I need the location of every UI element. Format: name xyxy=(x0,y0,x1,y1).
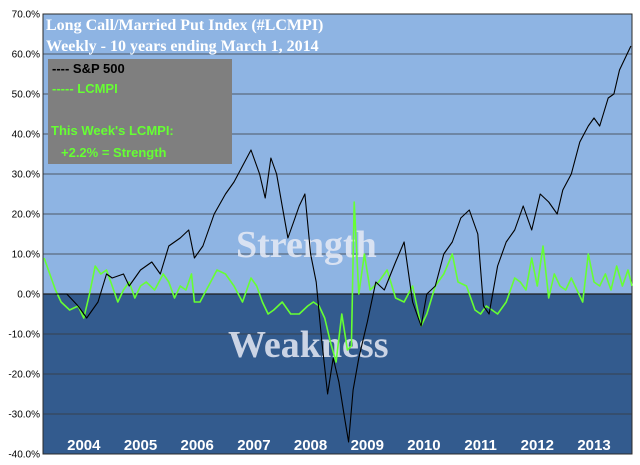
plot-border xyxy=(42,13,633,455)
series-layer xyxy=(43,45,633,443)
y-tick-label: 60.0% xyxy=(12,50,40,61)
legend-entry-sp500: ---- S&P 500 xyxy=(52,61,125,76)
x-tick-label: 2008 xyxy=(294,437,327,454)
y-tick-label: 40.0% xyxy=(12,130,40,141)
series-line-sp500 xyxy=(55,45,632,443)
x-tick-label: 2009 xyxy=(351,437,384,454)
x-tick-label: 2007 xyxy=(237,437,270,454)
chart-title: Long Call/Married Put Index (#LCMPI) xyxy=(46,17,323,34)
legend-note-line1: This Week's LCMPI: xyxy=(51,123,174,138)
legend: ---- S&P 500 ----- LCMPI This Week's LCM… xyxy=(48,59,232,164)
y-tick-label: -20.0% xyxy=(8,370,40,381)
y-tick-label: -10.0% xyxy=(8,330,40,341)
x-axis: 2004 2005 2006 2007 2008 2009 2010 2011 2012 2013 xyxy=(67,437,611,454)
y-tick-label: 70.0% xyxy=(12,10,40,21)
legend-note-line2: +2.2% = Strength xyxy=(61,145,167,160)
y-tick-label: -30.0% xyxy=(8,410,40,421)
y-tick-label: 30.0% xyxy=(12,170,40,181)
legend-box xyxy=(48,59,232,164)
y-axis: 70.0% 60.0% 50.0% 40.0% 30.0% 20.0% 10.0% 0.0% -… xyxy=(8,10,40,461)
series-line-lcmpi xyxy=(43,201,633,363)
y-tick-label: 50.0% xyxy=(12,90,40,101)
chart-subtitle: Weekly - 10 years ending March 1, 2014 xyxy=(46,38,319,55)
x-tick-label: 2006 xyxy=(181,437,214,454)
x-tick-label: 2012 xyxy=(521,437,554,454)
y-tick-label: 0.0% xyxy=(17,290,40,301)
y-tick-label: -40.0% xyxy=(8,450,40,461)
x-tick-label: 2005 xyxy=(124,437,157,454)
x-tick-label: 2004 xyxy=(67,437,101,454)
y-tick-label: 10.0% xyxy=(12,250,40,261)
y-tick-label: 20.0% xyxy=(12,210,40,221)
x-tick-label: 2010 xyxy=(407,437,440,454)
gridlines xyxy=(42,13,633,455)
weakness-label: Weakness xyxy=(228,324,388,366)
legend-entry-lcmpi: ----- LCMPI xyxy=(52,81,118,96)
x-tick-label: 2013 xyxy=(577,437,610,454)
x-tick-label: 2011 xyxy=(464,437,497,454)
